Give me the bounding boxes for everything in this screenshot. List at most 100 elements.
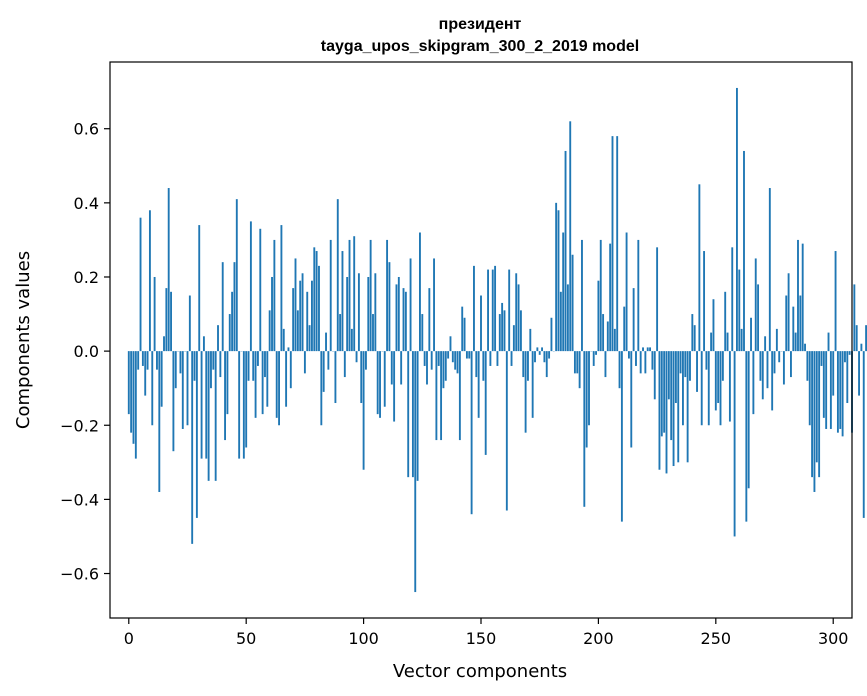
bar-138 bbox=[451, 351, 454, 363]
bar-294 bbox=[818, 351, 821, 478]
bar-77 bbox=[308, 325, 311, 352]
bar-271 bbox=[764, 336, 767, 352]
bar-265 bbox=[750, 317, 752, 352]
bar-240 bbox=[691, 314, 694, 352]
bar-52 bbox=[249, 221, 252, 352]
bar-30 bbox=[198, 225, 201, 352]
bar-53 bbox=[252, 351, 255, 381]
bar-66 bbox=[282, 328, 285, 352]
bar-191 bbox=[576, 351, 579, 374]
bar-148 bbox=[475, 351, 478, 378]
bar-40 bbox=[221, 262, 224, 352]
bar-245 bbox=[703, 251, 706, 352]
bar-307 bbox=[848, 351, 851, 355]
bar-91 bbox=[341, 251, 344, 352]
bar-207 bbox=[613, 328, 616, 352]
bar-192 bbox=[578, 351, 581, 389]
bar-290 bbox=[808, 351, 811, 426]
bar-249 bbox=[712, 299, 715, 352]
bar-180 bbox=[550, 317, 553, 352]
x-tick-label: 250 bbox=[701, 629, 732, 648]
x-tick-label: 100 bbox=[348, 629, 379, 648]
y-tick-label: 0.4 bbox=[74, 194, 99, 213]
bar-174 bbox=[536, 347, 539, 352]
bar-248 bbox=[710, 332, 713, 352]
bar-312 bbox=[860, 343, 863, 352]
bar-143 bbox=[463, 317, 466, 352]
bar-75 bbox=[303, 351, 306, 374]
bar-302 bbox=[836, 351, 839, 433]
bar-126 bbox=[423, 351, 426, 366]
bar-1 bbox=[130, 351, 133, 433]
y-axis: −0.6 −0.4 −0.2 0.0 0.2 0.4 0.6 bbox=[60, 120, 110, 584]
bar-55 bbox=[256, 351, 259, 366]
bar-166 bbox=[517, 284, 520, 352]
bar-64 bbox=[278, 351, 280, 426]
bar-168 bbox=[522, 351, 525, 378]
bar-300 bbox=[832, 351, 835, 396]
bar-6 bbox=[141, 351, 144, 366]
bar-169 bbox=[524, 351, 527, 433]
bar-287 bbox=[801, 243, 804, 352]
bar-63 bbox=[275, 351, 278, 418]
bar-309 bbox=[853, 284, 856, 352]
bar-47 bbox=[238, 351, 241, 459]
bar-225 bbox=[656, 247, 659, 352]
bar-69 bbox=[289, 351, 292, 389]
bar-255 bbox=[726, 332, 729, 352]
bar-310 bbox=[855, 325, 858, 352]
bar-208 bbox=[616, 136, 619, 352]
bar-130 bbox=[433, 258, 435, 352]
y-tick-label: 0.0 bbox=[74, 342, 99, 361]
bar-73 bbox=[299, 280, 302, 352]
bar-238 bbox=[686, 351, 689, 463]
bar-213 bbox=[627, 351, 630, 359]
bar-222 bbox=[649, 347, 651, 352]
bar-11 bbox=[153, 276, 156, 352]
bar-89 bbox=[336, 199, 339, 352]
x-tick-label: 50 bbox=[236, 629, 256, 648]
bar-127 bbox=[426, 351, 428, 385]
bar-268 bbox=[757, 284, 760, 352]
bar-9 bbox=[148, 210, 151, 352]
x-tick-label: 150 bbox=[466, 629, 497, 648]
chart-title: президент bbox=[439, 16, 522, 33]
bar-61 bbox=[271, 276, 273, 352]
bar-252 bbox=[719, 351, 722, 426]
bar-8 bbox=[146, 351, 149, 370]
bar-229 bbox=[665, 351, 668, 474]
bar-103 bbox=[369, 239, 372, 352]
bar-282 bbox=[790, 351, 792, 378]
bar-59 bbox=[266, 351, 269, 407]
bar-154 bbox=[489, 351, 492, 366]
bar-183 bbox=[557, 210, 560, 352]
x-tick-label: 300 bbox=[818, 629, 849, 648]
bar-297 bbox=[825, 351, 828, 429]
bar-14 bbox=[160, 351, 163, 407]
bar-10 bbox=[151, 351, 154, 426]
bars-group bbox=[127, 87, 867, 593]
bar-49 bbox=[242, 351, 245, 459]
bar-110 bbox=[386, 239, 389, 352]
bar-262 bbox=[743, 150, 745, 352]
bar-260 bbox=[738, 269, 741, 352]
bar-259 bbox=[736, 87, 738, 352]
bar-157 bbox=[496, 351, 499, 366]
bar-37 bbox=[214, 351, 217, 481]
bar-177 bbox=[543, 351, 546, 363]
bar-118 bbox=[404, 291, 407, 352]
bar-280 bbox=[785, 295, 788, 352]
bar-68 bbox=[287, 347, 290, 352]
bar-230 bbox=[667, 351, 670, 400]
bar-296 bbox=[822, 351, 825, 418]
bar-186 bbox=[564, 150, 567, 352]
bar-151 bbox=[482, 351, 485, 381]
bar-141 bbox=[458, 351, 461, 441]
bar-92 bbox=[343, 351, 346, 378]
bar-134 bbox=[442, 351, 445, 389]
bar-274 bbox=[771, 351, 774, 411]
bar-283 bbox=[792, 306, 795, 352]
bar-246 bbox=[705, 351, 708, 370]
bar-81 bbox=[318, 265, 320, 352]
bar-115 bbox=[397, 276, 400, 352]
